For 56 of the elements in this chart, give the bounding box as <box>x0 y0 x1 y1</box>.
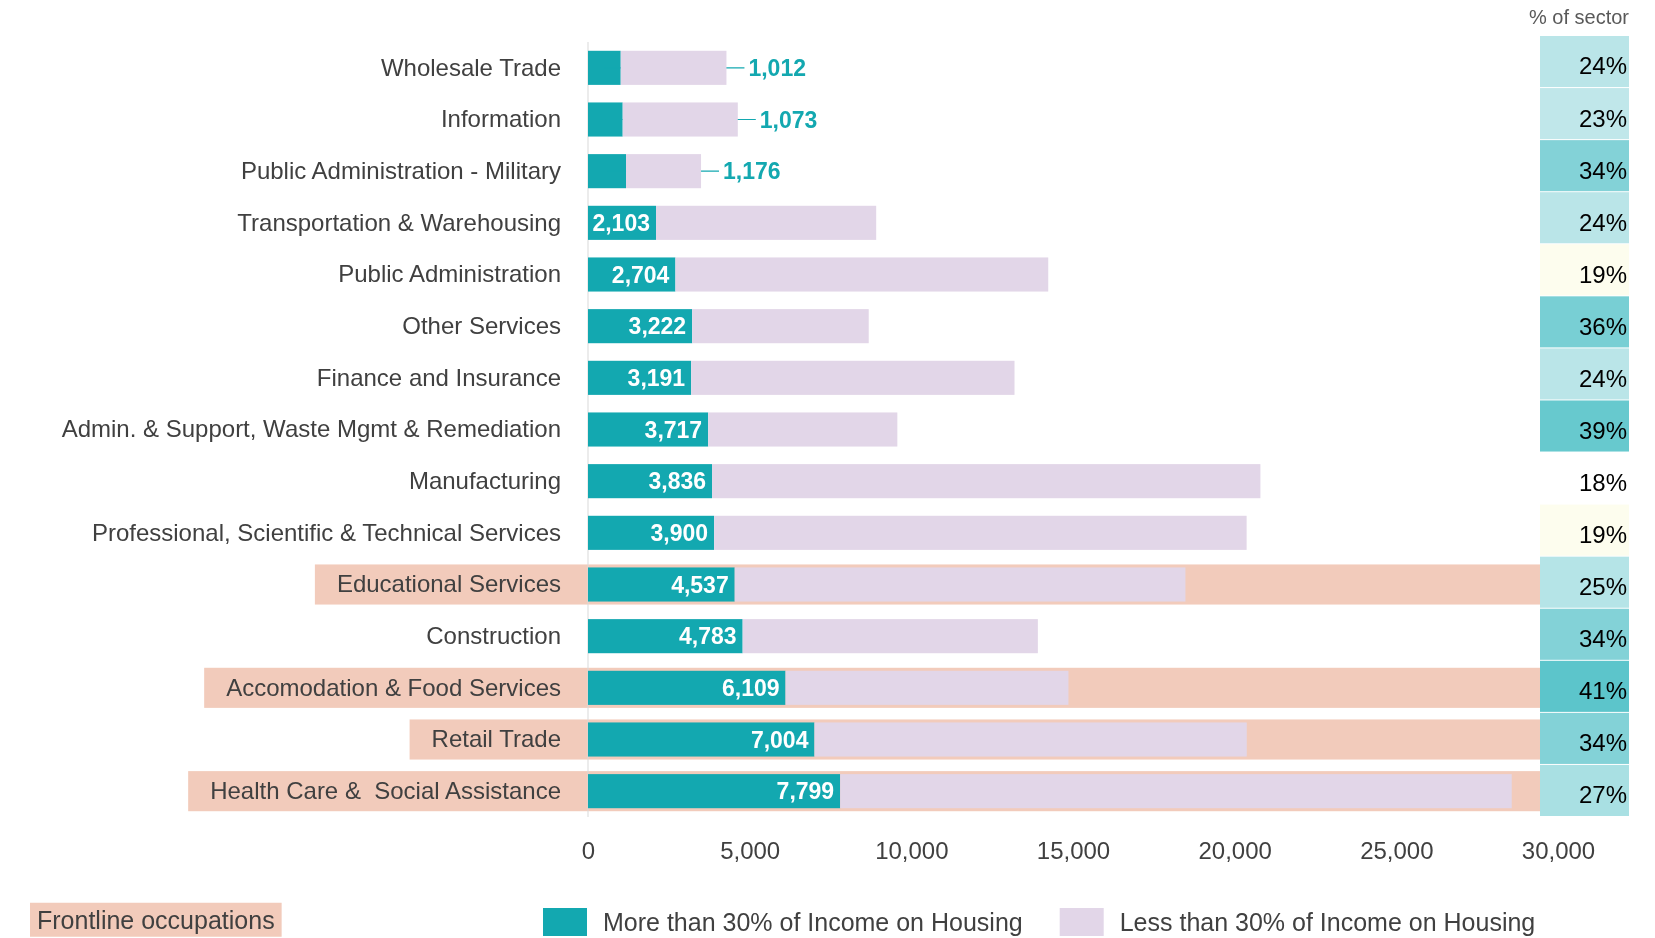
data-label: 34% <box>1578 625 1627 653</box>
x-tick-label: 25,000 <box>1360 836 1434 864</box>
y-tick-label: Transportation & Warehousing <box>237 208 561 236</box>
y-tick-label: Wholesale Trade <box>380 53 561 81</box>
data-label: 1,073 <box>759 106 818 133</box>
data-label: 39% <box>1578 416 1627 444</box>
data-label: 18% <box>1578 468 1627 496</box>
data-label: 34% <box>1578 156 1627 184</box>
x-tick-label: % of sector <box>1528 6 1630 28</box>
x-tick-label: 10,000 <box>875 836 949 864</box>
y-tick-label: Health Care & Social Assistance <box>210 776 561 804</box>
legend-label: More than 30% of Income on Housing <box>603 907 1023 936</box>
y-tick-label: Construction <box>426 621 561 649</box>
y-tick-label: Public Administration <box>338 260 561 288</box>
data-label: 24% <box>1578 208 1627 236</box>
y-tick-label: Admin. & Support, Waste Mgmt & Remediation <box>61 415 561 443</box>
data-label: 1,176 <box>723 158 781 185</box>
data-label: 4,783 <box>679 623 737 650</box>
data-label: 4,537 <box>671 571 729 598</box>
y-tick-label: Manufacturing <box>408 466 561 494</box>
x-tick-label: 0 <box>581 836 596 864</box>
data-label: 41% <box>1578 677 1627 705</box>
data-label: 24% <box>1578 52 1627 80</box>
data-label: 7,004 <box>750 726 809 753</box>
data-label: 19% <box>1578 260 1627 288</box>
y-tick-label: Educational Services <box>336 570 561 598</box>
x-tick-label: 30,000 <box>1521 836 1596 864</box>
data-label: 3,900 <box>650 519 709 546</box>
y-tick-label: Retail Trade <box>431 725 561 753</box>
data-label: 3,222 <box>628 313 687 340</box>
legend-label: Less than 30% of Income on Housing <box>1119 907 1536 936</box>
data-label: 6,109 <box>721 674 780 701</box>
x-tick-label: 15,000 <box>1036 836 1111 864</box>
y-tick-label: Public Administration - Military <box>240 156 561 184</box>
x-tick-label: 20,000 <box>1198 836 1272 864</box>
data-label: 3,836 <box>648 468 707 495</box>
data-label: 2,103 <box>592 209 650 236</box>
data-label: 3,717 <box>644 416 703 443</box>
y-tick-label: Other Services <box>402 311 561 339</box>
data-label: 3,191 <box>627 364 686 391</box>
data-label: 2,704 <box>611 261 670 288</box>
x-tick-label: 5,000 <box>720 836 781 864</box>
data-label: 1,012 <box>748 54 807 81</box>
data-label: 27% <box>1578 781 1627 809</box>
data-label: 7,799 <box>776 778 835 805</box>
data-label: 24% <box>1578 364 1627 392</box>
data-label: 25% <box>1578 573 1627 601</box>
y-tick-label: Information <box>440 105 561 133</box>
data-label: 23% <box>1578 104 1627 132</box>
data-label: 36% <box>1578 312 1627 340</box>
text: Frontline occupations <box>37 905 275 934</box>
y-tick-label: Professional, Scientific & Technical Services <box>91 518 561 546</box>
data-label: 34% <box>1578 729 1627 757</box>
y-tick-label: Finance and Insurance <box>316 363 561 391</box>
data-label: 19% <box>1578 521 1627 549</box>
y-tick-label: Accomodation & Food Services <box>226 673 561 701</box>
